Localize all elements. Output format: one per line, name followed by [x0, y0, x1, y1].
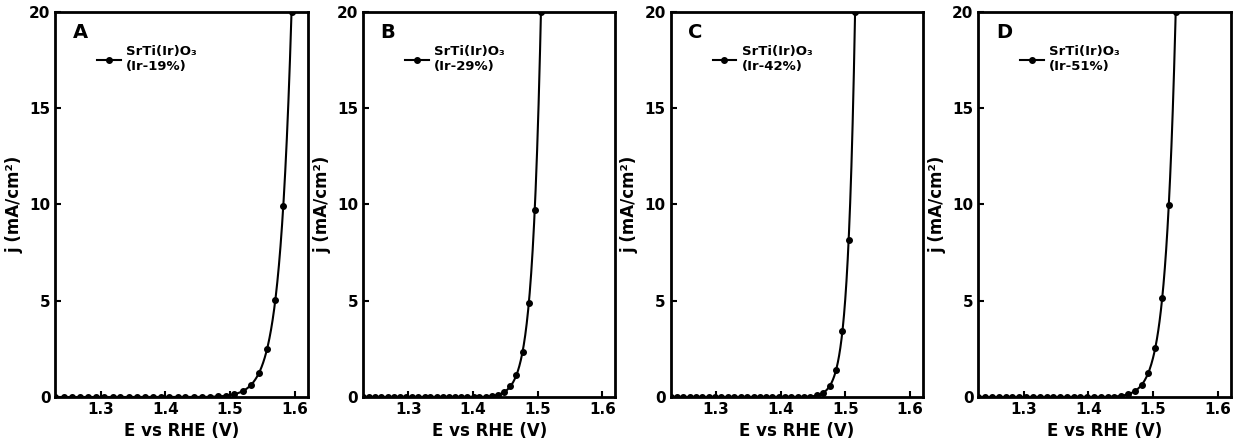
Text: D: D — [996, 23, 1012, 42]
Text: A: A — [73, 23, 88, 42]
Legend: SrTi(Ir)O₃
(Ir-51%): SrTi(Ir)O₃ (Ir-51%) — [1020, 45, 1120, 73]
Y-axis label: j (mA/cm²): j (mA/cm²) — [5, 156, 24, 253]
Legend: SrTi(Ir)O₃
(Ir-29%): SrTi(Ir)O₃ (Ir-29%) — [405, 45, 504, 73]
Y-axis label: j (mA/cm²): j (mA/cm²) — [928, 156, 947, 253]
Legend: SrTi(Ir)O₃
(Ir-42%): SrTi(Ir)O₃ (Ir-42%) — [712, 45, 813, 73]
Text: B: B — [380, 23, 395, 42]
X-axis label: E vs RHE (V): E vs RHE (V) — [1047, 422, 1162, 441]
Y-axis label: j (mA/cm²): j (mA/cm²) — [313, 156, 331, 253]
X-axis label: E vs RHE (V): E vs RHE (V) — [740, 422, 855, 441]
Text: C: C — [689, 23, 703, 42]
X-axis label: E vs RHE (V): E vs RHE (V) — [124, 422, 239, 441]
X-axis label: E vs RHE (V): E vs RHE (V) — [431, 422, 546, 441]
Y-axis label: j (mA/cm²): j (mA/cm²) — [621, 156, 639, 253]
Legend: SrTi(Ir)O₃
(Ir-19%): SrTi(Ir)O₃ (Ir-19%) — [98, 45, 197, 73]
